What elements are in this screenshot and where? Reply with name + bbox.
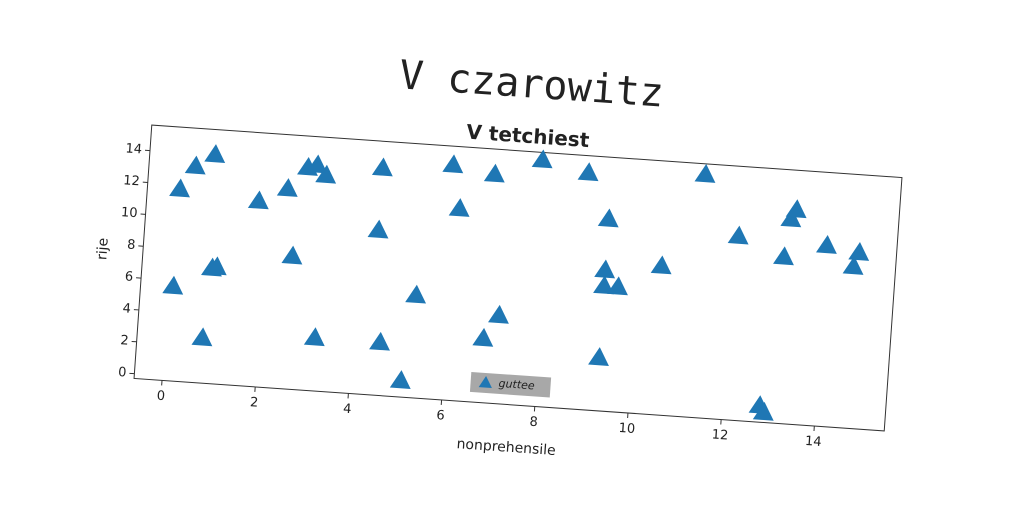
x-tick-label: 6 (436, 408, 445, 424)
y-axis-label: rije (94, 237, 112, 260)
point (367, 219, 389, 239)
point (303, 327, 325, 347)
point (785, 199, 807, 219)
legend-marker (478, 376, 492, 388)
point (205, 256, 227, 276)
point (577, 162, 599, 182)
point (204, 144, 226, 164)
y-tick-label: 10 (121, 205, 139, 221)
y-tick-label: 6 (124, 269, 133, 285)
point (369, 331, 390, 351)
point (405, 284, 427, 304)
point (607, 276, 628, 296)
point (593, 275, 614, 295)
x-tick-label: 2 (249, 395, 258, 411)
point (773, 246, 794, 266)
point (842, 256, 864, 275)
point (594, 259, 616, 279)
point (448, 198, 470, 217)
point (162, 275, 184, 295)
point (780, 208, 802, 228)
legend-box (469, 371, 552, 398)
x-tick-label: 10 (618, 421, 636, 437)
point (371, 157, 393, 177)
point (694, 164, 716, 183)
x-tick-label: 0 (156, 389, 165, 405)
y-tick-label: 2 (120, 333, 129, 349)
x-tick-label: 14 (804, 434, 822, 450)
y-tick-label: 12 (123, 173, 141, 189)
axes-frame (133, 124, 903, 432)
point (306, 154, 328, 174)
point (531, 149, 553, 169)
x-tick-label: 12 (711, 427, 729, 443)
point (472, 327, 494, 347)
point (442, 154, 464, 174)
point (281, 245, 303, 265)
point (597, 208, 619, 228)
point (184, 155, 206, 175)
point (169, 178, 190, 198)
x-tick-label: 4 (343, 402, 352, 418)
point (488, 304, 509, 324)
point (588, 347, 609, 366)
point (752, 401, 774, 421)
point (650, 255, 672, 275)
point (483, 163, 505, 183)
point (247, 190, 269, 210)
x-axis-label: nonprehensile (456, 436, 556, 459)
point (727, 225, 749, 245)
y-tick-label: 4 (122, 301, 131, 317)
y-tick-label: 0 (118, 365, 127, 381)
point (315, 164, 337, 184)
point (848, 242, 870, 261)
point (191, 327, 213, 347)
point (389, 370, 411, 389)
point (276, 178, 298, 197)
legend-label: guttee (498, 377, 535, 393)
x-tick-label: 8 (529, 415, 538, 431)
point (816, 234, 837, 254)
y-tick-label: 14 (125, 141, 143, 157)
y-tick-label: 8 (127, 238, 136, 254)
